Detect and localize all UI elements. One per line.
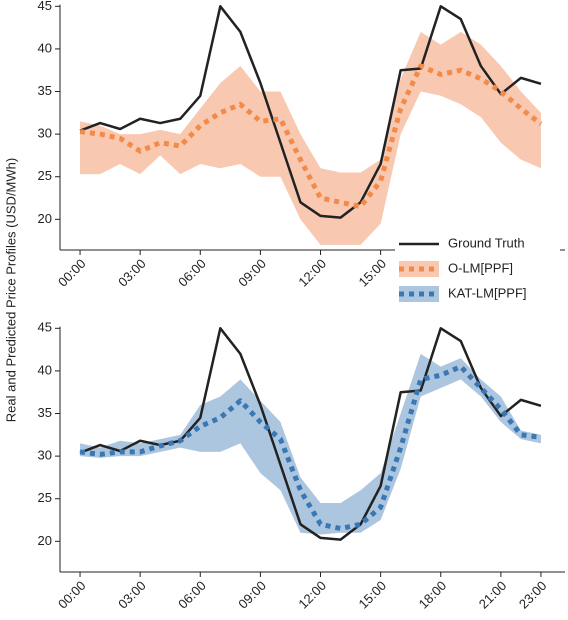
series-line <box>79 63 543 210</box>
y-tick-label: 20 <box>38 211 52 226</box>
legend-label: O-LM[PPF] <box>448 260 513 275</box>
series-line <box>79 327 542 541</box>
y-tick-label: 40 <box>38 40 52 55</box>
x-tick-label: 00:00 <box>55 256 89 290</box>
y-tick-label: 20 <box>38 533 52 548</box>
y-tick-label: 45 <box>38 320 52 335</box>
x-tick-label: 15:00 <box>356 256 390 290</box>
x-tick-label: 09:00 <box>235 256 269 290</box>
y-tick-label: 25 <box>38 490 52 505</box>
y-tick-label: 40 <box>38 362 52 377</box>
uncertainty-band <box>80 353 541 535</box>
y-tick-label: 30 <box>38 448 52 463</box>
series-line <box>79 5 542 219</box>
y-tick-label: 45 <box>38 0 52 13</box>
y-tick-label: 25 <box>38 168 52 183</box>
y-tick-label: 30 <box>38 126 52 141</box>
y-axis-label: Real and Predicted Price Profiles (USD/M… <box>3 158 18 422</box>
y-tick-label: 35 <box>38 83 52 98</box>
x-tick-label: 00:00 <box>55 578 89 612</box>
y-tick-label: 35 <box>38 405 52 420</box>
x-tick-label: 18:00 <box>416 578 450 612</box>
x-tick-label: 12:00 <box>295 256 329 290</box>
x-tick-label: 03:00 <box>115 256 149 290</box>
x-tick-label: 03:00 <box>115 578 149 612</box>
x-tick-label: 06:00 <box>175 578 209 612</box>
x-tick-label: 15:00 <box>356 578 390 612</box>
legend-label: KAT-LM[PPF] <box>448 285 527 300</box>
x-tick-label: 21:00 <box>476 578 510 612</box>
legend-label: Ground Truth <box>448 235 525 250</box>
x-tick-label: 06:00 <box>175 256 209 290</box>
x-tick-label: 23:00 <box>516 578 550 612</box>
x-tick-label: 12:00 <box>295 578 329 612</box>
x-tick-label: 09:00 <box>235 578 269 612</box>
uncertainty-band <box>80 31 541 245</box>
series-line <box>79 364 542 532</box>
